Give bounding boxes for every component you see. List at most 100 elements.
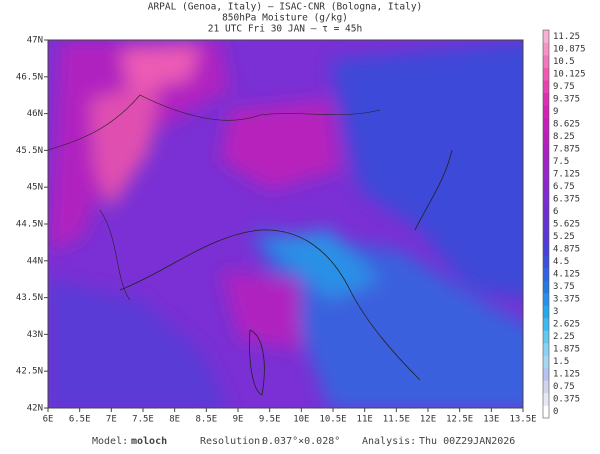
x-tick-label: 12.5E xyxy=(446,415,473,425)
colorbar-swatch xyxy=(543,330,549,344)
colorbar-label: 0.375 xyxy=(553,395,580,405)
x-tick-label: 8E xyxy=(169,415,180,425)
colorbar-label: 3.375 xyxy=(553,295,580,305)
x-tick-label: 9E xyxy=(233,415,244,425)
colorbar-swatch xyxy=(543,217,549,231)
colorbar-swatch xyxy=(543,342,549,356)
colorbar-swatch xyxy=(543,367,549,381)
colorbar-label: 5.625 xyxy=(553,220,580,230)
colorbar-swatch xyxy=(543,305,549,319)
x-tick-label: 12E xyxy=(420,415,436,425)
colorbar-swatch xyxy=(543,392,549,406)
y-tick-label: 42.5N xyxy=(16,367,43,377)
colorbar-label: 5.25 xyxy=(553,232,575,242)
y-tick-label: 46.5N xyxy=(16,72,43,82)
colorbar-swatch xyxy=(543,55,549,68)
colorbar-swatch xyxy=(543,30,549,43)
colorbar-swatch xyxy=(543,292,549,306)
x-tick-label: 11E xyxy=(357,415,373,425)
colorbar-swatch xyxy=(543,67,549,81)
colorbar-label: 4.125 xyxy=(553,270,580,280)
x-tick-label: 10E xyxy=(293,415,309,425)
x-tick-label: 10.5E xyxy=(319,415,346,425)
colorbar-swatch xyxy=(543,380,549,394)
x-tick-label: 8.5E xyxy=(195,415,217,425)
colorbar-swatch xyxy=(543,117,549,131)
colorbar-swatch xyxy=(543,230,549,244)
y-tick-label: 44.5N xyxy=(16,220,43,230)
y-tick-label: 43.5N xyxy=(16,293,43,303)
y-tick-label: 47N xyxy=(27,36,43,46)
colorbar-label: 2.625 xyxy=(553,320,580,330)
footer-text: Resolution: xyxy=(200,436,266,447)
colorbar-swatch xyxy=(543,255,549,269)
colorbar-swatch xyxy=(543,142,549,156)
colorbar-swatch xyxy=(543,192,549,206)
colorbar-label: 9 xyxy=(553,107,558,117)
x-tick-label: 6E xyxy=(43,415,54,425)
colorbar-label: 1.5 xyxy=(553,357,569,367)
x-tick-label: 13E xyxy=(483,415,499,425)
y-tick-label: 46N xyxy=(27,109,43,119)
colorbar-label: 1.125 xyxy=(553,370,580,380)
footer-text: moloch xyxy=(131,436,167,447)
header-line: 21 UTC Fri 30 JAN – τ = 45h xyxy=(208,24,362,35)
colorbar-swatch xyxy=(543,317,549,331)
colorbar-label: 11.25 xyxy=(553,32,580,42)
x-tick-label: 7.5E xyxy=(132,415,154,425)
colorbar-label: 9.375 xyxy=(553,94,580,104)
colorbar-swatch xyxy=(543,180,549,194)
colorbar-label: 7.5 xyxy=(553,157,569,167)
footer-text: Analysis: xyxy=(362,436,416,447)
colorbar-swatch xyxy=(543,355,549,369)
colorbar-label: 7.875 xyxy=(553,144,580,154)
y-tick-label: 42N xyxy=(27,404,43,414)
moisture-field xyxy=(48,40,523,408)
colorbar-label: 8.25 xyxy=(553,132,575,142)
y-tick-label: 45N xyxy=(27,183,43,193)
x-tick-label: 13.5E xyxy=(509,415,536,425)
colorbar-swatch xyxy=(543,205,549,219)
colorbar-swatch xyxy=(543,242,549,256)
x-tick-label: 9.5E xyxy=(259,415,281,425)
colorbar-label: 1.875 xyxy=(553,345,580,355)
header-line: 850hPa Moisture (g/kg) xyxy=(222,13,348,24)
colorbar-label: 3.75 xyxy=(553,282,575,292)
colorbar-label: 10.5 xyxy=(553,57,575,67)
colorbar-swatch xyxy=(543,42,549,56)
footer-text: 0.037°×0.028° xyxy=(262,436,340,447)
colorbar-label: 9.75 xyxy=(553,82,575,92)
colorbar-label: 2.25 xyxy=(553,332,575,342)
y-tick-label: 45.5N xyxy=(16,146,43,156)
footer-text: Model: xyxy=(92,436,128,447)
colorbar-swatch xyxy=(543,167,549,181)
colorbar-label: 6 xyxy=(553,207,558,217)
x-tick-label: 6.5E xyxy=(69,415,91,425)
x-tick-label: 11.5E xyxy=(383,415,410,425)
colorbar-label: 6.375 xyxy=(553,194,580,204)
colorbar-swatch xyxy=(543,130,549,143)
x-tick-label: 7E xyxy=(106,415,117,425)
colorbar-swatch xyxy=(543,280,549,294)
colorbar-label: 8.625 xyxy=(553,119,580,129)
colorbar-swatch xyxy=(543,92,549,106)
header-line: ARPAL (Genoa, Italy) – ISAC-CNR (Bologna… xyxy=(148,2,423,13)
colorbar-label: 7.125 xyxy=(553,169,580,179)
colorbar-frame xyxy=(542,29,550,419)
colorbar-swatch xyxy=(543,155,549,168)
y-tick-label: 43N xyxy=(27,330,43,340)
colorbar-swatch xyxy=(543,405,549,419)
colorbar-swatch xyxy=(543,80,549,93)
footer-text: Thu 00Z29JAN2026 xyxy=(419,436,515,447)
colorbar-label: 4.5 xyxy=(553,257,569,267)
colorbar-label: 10.875 xyxy=(553,44,586,54)
colorbar-swatch xyxy=(543,105,549,118)
colorbar-label: 6.75 xyxy=(553,182,575,192)
colorbar-label: 3 xyxy=(553,307,558,317)
y-tick-label: 44N xyxy=(27,256,43,266)
colorbar-label: 4.875 xyxy=(553,245,580,255)
colorbar-label: 0.75 xyxy=(553,382,575,392)
colorbar-swatch xyxy=(543,267,549,281)
colorbar-label: 0 xyxy=(553,407,558,417)
